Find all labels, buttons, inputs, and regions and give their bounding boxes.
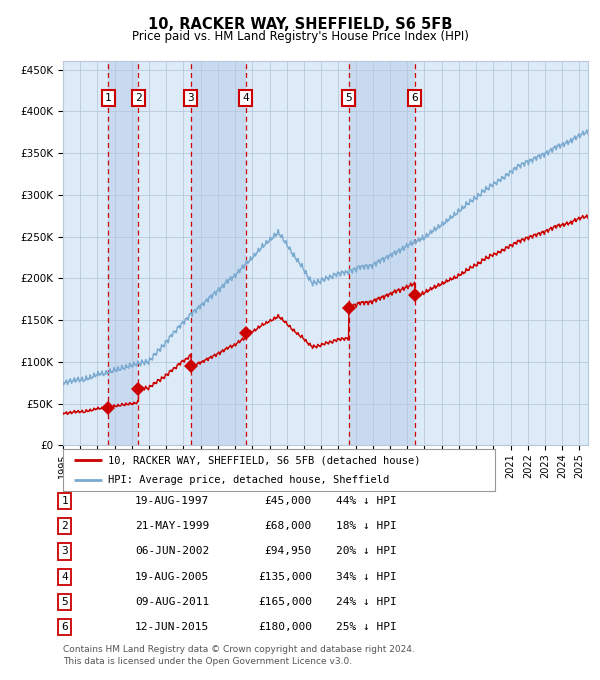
Text: £180,000: £180,000: [258, 622, 312, 632]
Text: 10, RACKER WAY, SHEFFIELD, S6 5FB: 10, RACKER WAY, SHEFFIELD, S6 5FB: [148, 17, 452, 32]
Text: HPI: Average price, detached house, Sheffield: HPI: Average price, detached house, Shef…: [109, 475, 389, 486]
Text: Contains HM Land Registry data © Crown copyright and database right 2024.: Contains HM Land Registry data © Crown c…: [63, 645, 415, 654]
Text: 06-JUN-2002: 06-JUN-2002: [135, 547, 209, 556]
Text: 1: 1: [61, 496, 68, 506]
Bar: [139, 61, 191, 445]
Text: 6: 6: [61, 622, 68, 632]
Text: £94,950: £94,950: [265, 547, 312, 556]
Bar: [349, 61, 415, 445]
Text: 6: 6: [412, 92, 418, 103]
Text: 21-MAY-1999: 21-MAY-1999: [135, 522, 209, 531]
Text: 12-JUN-2015: 12-JUN-2015: [135, 622, 209, 632]
Text: This data is licensed under the Open Government Licence v3.0.: This data is licensed under the Open Gov…: [63, 658, 352, 666]
Text: £165,000: £165,000: [258, 597, 312, 607]
Text: 10, RACKER WAY, SHEFFIELD, S6 5FB (detached house): 10, RACKER WAY, SHEFFIELD, S6 5FB (detac…: [109, 455, 421, 465]
Text: 25% ↓ HPI: 25% ↓ HPI: [336, 622, 397, 632]
Text: 5: 5: [61, 597, 68, 607]
Text: £68,000: £68,000: [265, 522, 312, 531]
Text: 3: 3: [188, 92, 194, 103]
Bar: [246, 61, 349, 445]
Text: 09-AUG-2011: 09-AUG-2011: [135, 597, 209, 607]
Text: 44% ↓ HPI: 44% ↓ HPI: [336, 496, 397, 506]
Text: 2: 2: [61, 522, 68, 531]
Text: £135,000: £135,000: [258, 572, 312, 581]
Text: 4: 4: [61, 572, 68, 581]
Bar: [108, 61, 139, 445]
Text: 2: 2: [135, 92, 142, 103]
Text: 19-AUG-2005: 19-AUG-2005: [135, 572, 209, 581]
Bar: [191, 61, 246, 445]
Text: 4: 4: [242, 92, 250, 103]
Text: £45,000: £45,000: [265, 496, 312, 506]
Text: 18% ↓ HPI: 18% ↓ HPI: [336, 522, 397, 531]
Text: Price paid vs. HM Land Registry's House Price Index (HPI): Price paid vs. HM Land Registry's House …: [131, 30, 469, 43]
Text: 24% ↓ HPI: 24% ↓ HPI: [336, 597, 397, 607]
Text: 3: 3: [61, 547, 68, 556]
Bar: [415, 61, 588, 445]
Text: 34% ↓ HPI: 34% ↓ HPI: [336, 572, 397, 581]
Text: 20% ↓ HPI: 20% ↓ HPI: [336, 547, 397, 556]
Bar: [63, 61, 108, 445]
Text: 1: 1: [105, 92, 112, 103]
Text: 5: 5: [346, 92, 352, 103]
Text: 19-AUG-1997: 19-AUG-1997: [135, 496, 209, 506]
